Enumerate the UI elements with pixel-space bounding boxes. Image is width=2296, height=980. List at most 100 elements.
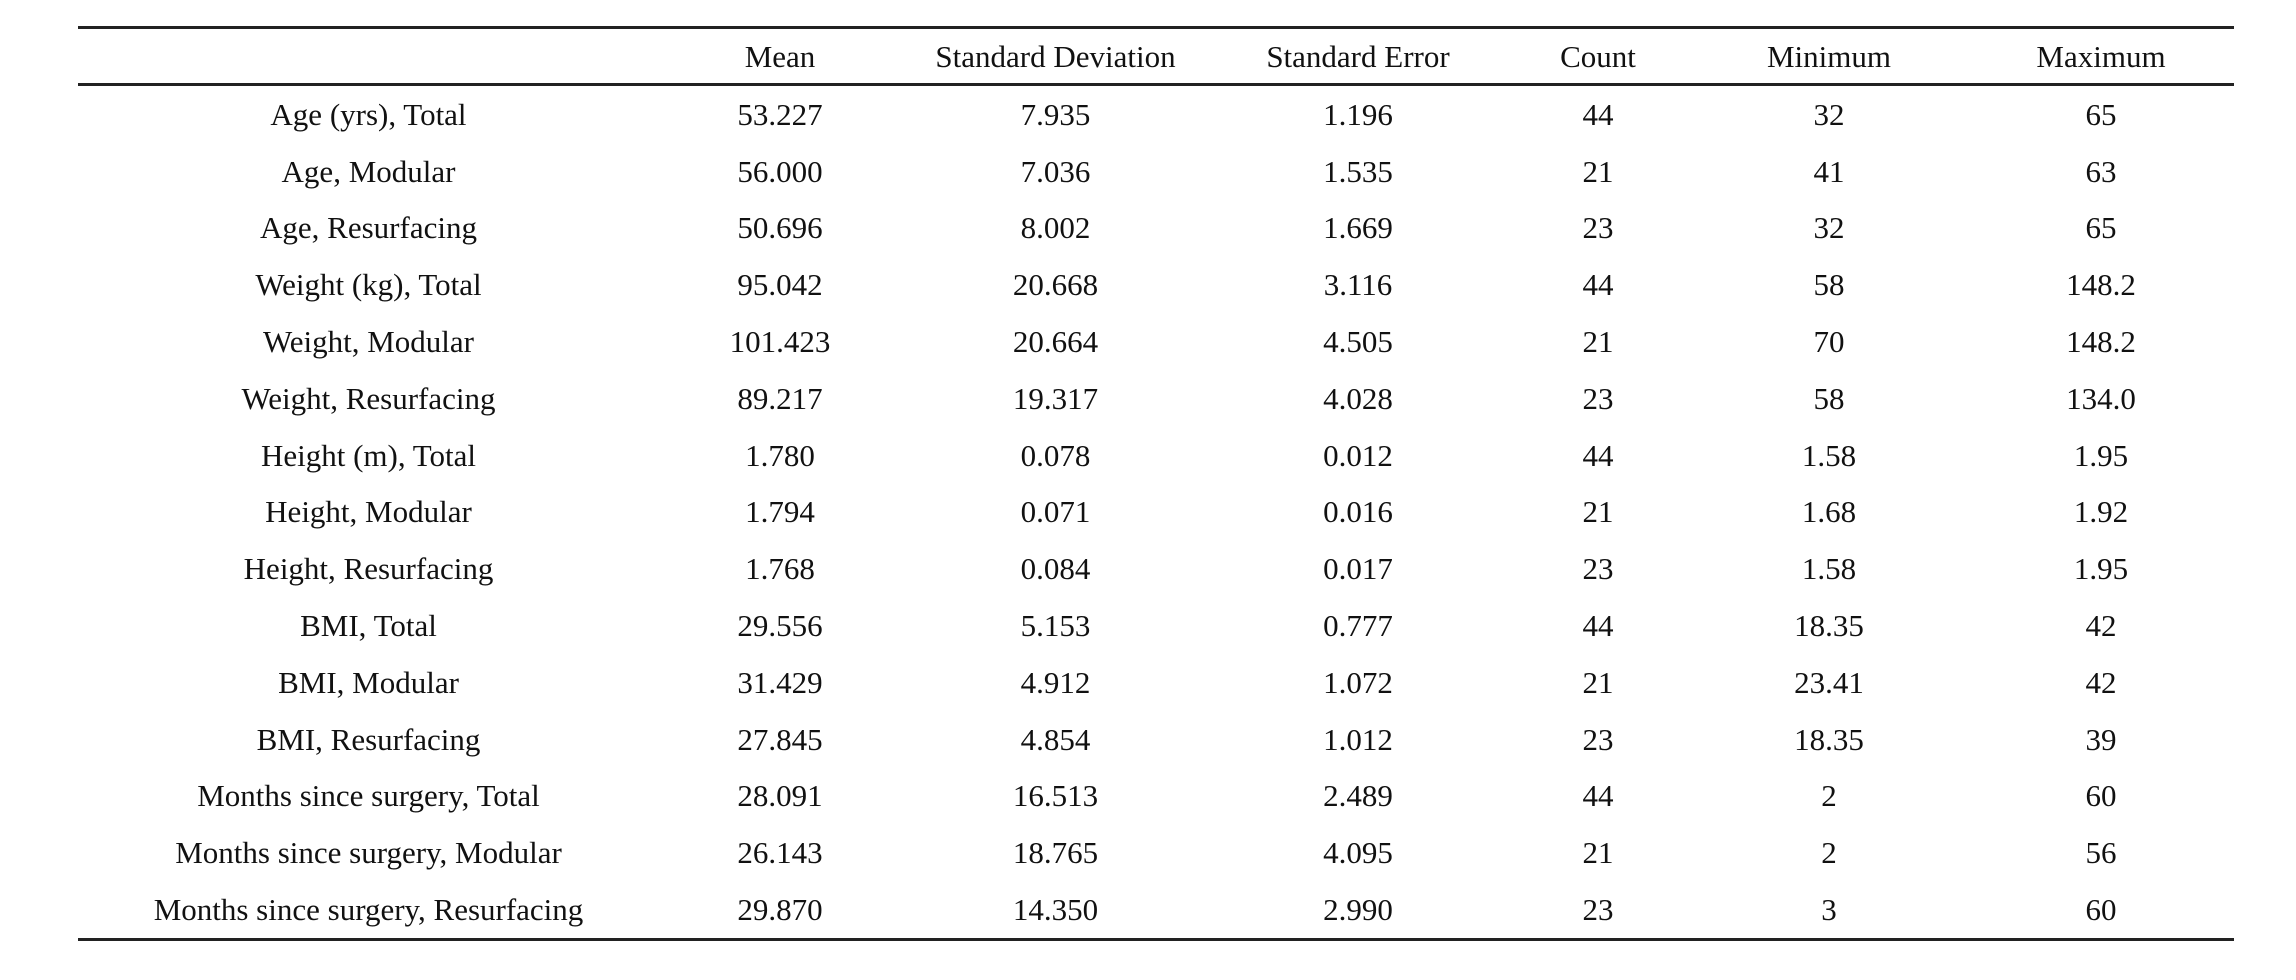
cell-count: 23 [1582, 380, 1614, 416]
table-row: BMI, Resurfacing 27.845 4.854 1.012 23 18.35 3… [78, 711, 2234, 768]
row-label: BMI, Resurfacing [256, 721, 481, 757]
header-row: Mean Standard Deviation Standard Error C… [78, 27, 2234, 85]
cell-standard-error: 4.028 [1323, 380, 1393, 416]
row-label: Months since surgery, Resurfacing [153, 892, 584, 928]
cell-count: 23 [1582, 210, 1614, 246]
cell-mean: 50.696 [737, 210, 823, 246]
cell-standard-deviation: 16.513 [1012, 778, 1099, 814]
cell-maximum: 63 [2085, 153, 2117, 189]
cell-standard-deviation: 0.084 [1020, 551, 1091, 587]
cell-maximum: 148.2 [2066, 267, 2136, 303]
table-row: Weight, Modular 101.423 20.664 4.505 21 70 148… [78, 313, 2234, 370]
row-label: Weight, Modular [262, 324, 475, 360]
header-cell-maximum: Maximum [2036, 38, 2166, 74]
cell-count: 44 [1582, 437, 1614, 473]
table-header: Mean Standard Deviation Standard Error C… [78, 27, 2234, 85]
cell-mean: 53.227 [737, 96, 823, 132]
cell-minimum: 2 [1821, 835, 1837, 871]
header-cell-standard-error: Standard Error [1266, 38, 1450, 74]
header-cell-count: Count [1560, 38, 1636, 74]
cell-mean: 28.091 [737, 778, 823, 814]
table-row: Weight (kg), Total 95.042 20.668 3.116 44 58 1… [78, 256, 2234, 313]
cell-standard-deviation: 4.854 [1020, 721, 1091, 757]
cell-minimum: 41 [1813, 153, 1845, 189]
cell-mean: 101.423 [729, 324, 831, 360]
cell-standard-deviation: 4.912 [1020, 664, 1091, 700]
cell-standard-deviation: 7.036 [1020, 153, 1091, 189]
cell-minimum: 32 [1813, 96, 1845, 132]
cell-minimum: 1.68 [1801, 494, 1857, 530]
cell-standard-error: 1.072 [1323, 664, 1393, 700]
cell-standard-deviation: 14.350 [1012, 892, 1099, 928]
cell-maximum: 60 [2085, 892, 2117, 928]
row-label: Weight, Resurfacing [241, 380, 496, 416]
cell-standard-error: 4.505 [1323, 324, 1393, 360]
row-label: Months since surgery, Total [197, 778, 540, 814]
cell-standard-error: 1.669 [1323, 210, 1393, 246]
row-label: Months since surgery, Modular [175, 835, 562, 871]
descriptive-statistics-table: Mean Standard Deviation Standard Error C… [78, 26, 2234, 941]
cell-count: 23 [1582, 721, 1614, 757]
cell-standard-error: 0.016 [1323, 494, 1393, 530]
cell-maximum: 1.95 [2073, 551, 2129, 587]
cell-count: 23 [1582, 892, 1614, 928]
cell-minimum: 70 [1813, 324, 1845, 360]
cell-mean: 1.768 [745, 551, 815, 587]
cell-standard-deviation: 5.153 [1020, 608, 1091, 644]
cell-count: 23 [1582, 551, 1614, 587]
descriptive-statistics-table-container: Mean Standard Deviation Standard Error C… [78, 26, 2234, 941]
header-cell-mean: Mean [744, 38, 816, 74]
cell-minimum: 32 [1813, 210, 1845, 246]
cell-standard-deviation: 18.765 [1012, 835, 1099, 871]
row-label: Height, Modular [265, 494, 472, 530]
table-row: Age (yrs), Total 53.227 7.935 1.196 44 32 65 [78, 85, 2234, 143]
cell-count: 44 [1582, 608, 1614, 644]
cell-standard-error: 0.017 [1323, 551, 1393, 587]
row-label: Age (yrs), Total [270, 96, 467, 132]
cell-standard-deviation: 0.071 [1020, 494, 1091, 530]
table-row: Months since surgery, Resurfacing 29.870 1… [78, 881, 2234, 940]
row-label: Height (m), Total [260, 437, 477, 473]
row-label: BMI, Total [300, 608, 437, 644]
table-row: Height (m), Total 1.780 0.078 0.012 44 1.58 1.… [78, 427, 2234, 484]
cell-count: 21 [1582, 494, 1614, 530]
cell-minimum: 1.58 [1801, 437, 1857, 473]
table-row: Age, Modular 56.000 7.036 1.535 21 41 63 [78, 143, 2234, 200]
cell-count: 44 [1582, 267, 1614, 303]
cell-standard-error: 1.535 [1323, 153, 1393, 189]
cell-maximum: 1.95 [2073, 437, 2129, 473]
cell-standard-deviation: 8.002 [1020, 210, 1091, 246]
cell-maximum: 1.92 [2073, 494, 2129, 530]
cell-maximum: 42 [2085, 664, 2117, 700]
cell-minimum: 18.35 [1794, 608, 1864, 644]
table-row: Months since surgery, Modular 26.143 18.76… [78, 824, 2234, 881]
header-cell-standard-deviation: Standard Deviation [935, 38, 1176, 74]
row-label: Age, Resurfacing [260, 210, 477, 246]
table-row: Height, Resurfacing 1.768 0.084 0.017 23 1.58… [78, 540, 2234, 597]
row-label: Age, Modular [281, 153, 456, 189]
row-label: Weight (kg), Total [255, 267, 482, 303]
cell-minimum: 2 [1821, 778, 1837, 814]
row-label: Height, Resurfacing [243, 551, 494, 587]
cell-mean: 1.794 [745, 494, 815, 530]
cell-standard-error: 3.116 [1323, 267, 1393, 303]
cell-maximum: 134.0 [2066, 380, 2136, 416]
cell-mean: 29.556 [737, 608, 823, 644]
table-row: Age, Resurfacing 50.696 8.002 1.669 23 32 65 [78, 200, 2234, 257]
table-row: Months since surgery, Total 28.091 16.513 2… [78, 768, 2234, 825]
cell-count: 21 [1582, 835, 1614, 871]
cell-mean: 56.000 [737, 153, 823, 189]
cell-standard-deviation: 7.935 [1020, 96, 1091, 132]
cell-standard-error: 1.196 [1323, 96, 1393, 132]
cell-minimum: 58 [1813, 380, 1845, 416]
table-row: Weight, Resurfacing 89.217 19.317 4.028 23 58… [78, 370, 2234, 427]
header-cell-minimum: Minimum [1766, 38, 1891, 74]
cell-mean: 31.429 [737, 664, 823, 700]
cell-standard-error: 0.777 [1323, 608, 1393, 644]
table-row: Height, Modular 1.794 0.071 0.016 21 1.68 1.92 [78, 484, 2234, 541]
cell-mean: 29.870 [737, 892, 823, 928]
cell-mean: 95.042 [737, 267, 823, 303]
cell-minimum: 58 [1813, 267, 1845, 303]
cell-standard-deviation: 19.317 [1012, 380, 1099, 416]
row-label: BMI, Modular [278, 664, 459, 700]
